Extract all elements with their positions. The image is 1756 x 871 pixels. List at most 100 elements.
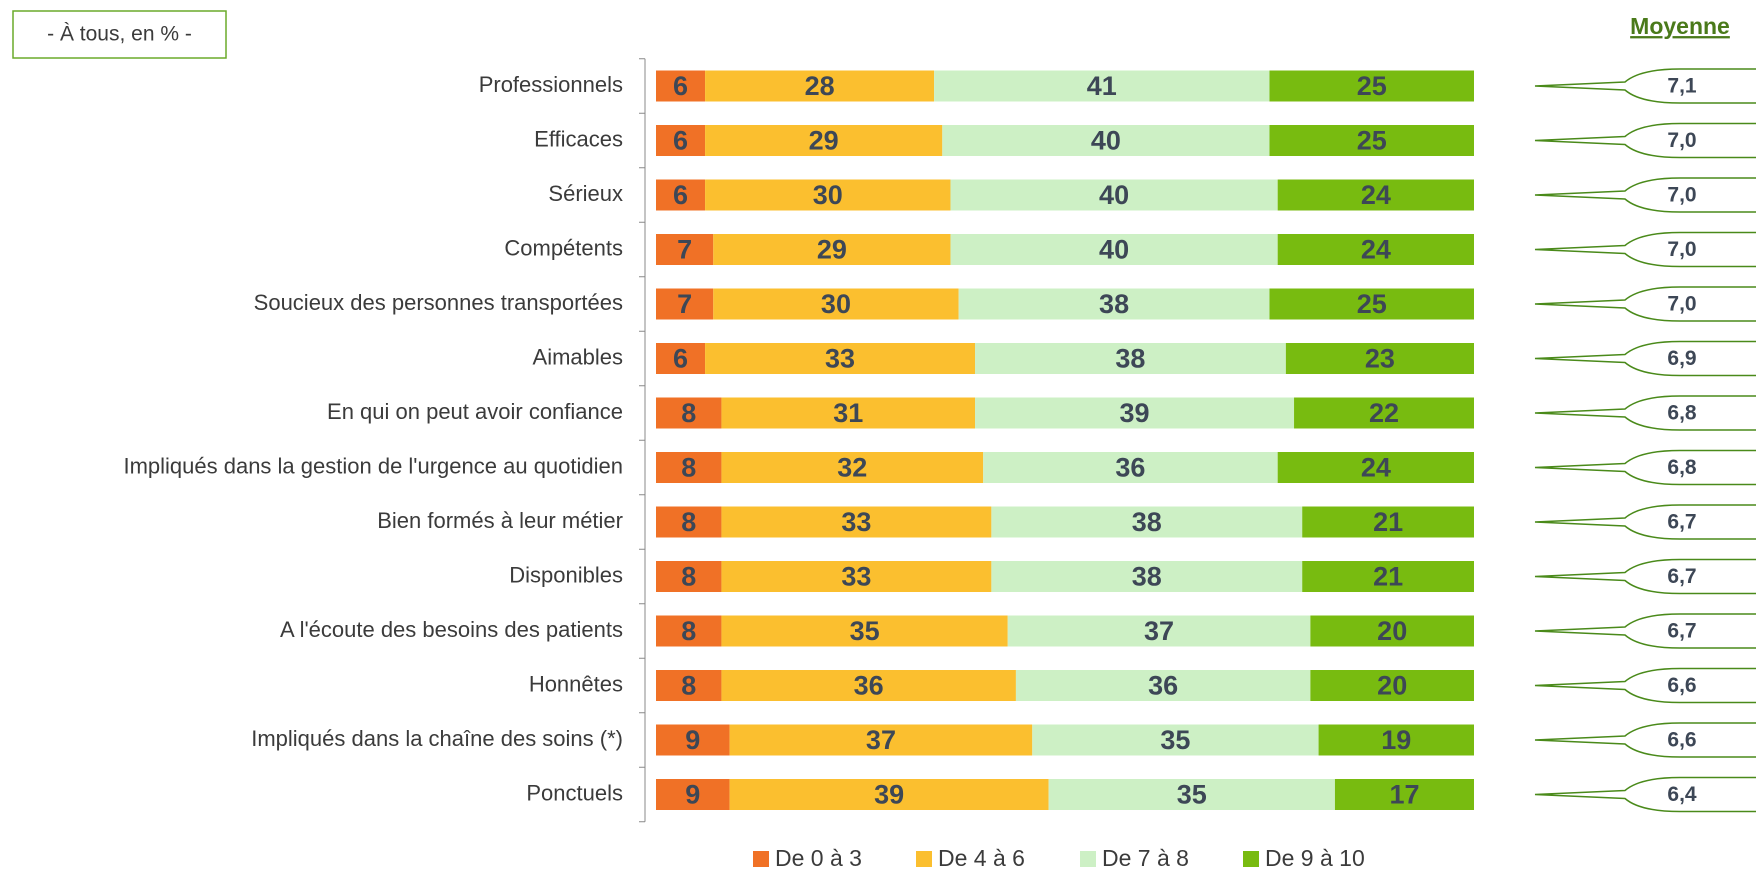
data-label: 24 bbox=[1361, 453, 1391, 483]
mean-label: 6,6 bbox=[1667, 729, 1696, 752]
mean-label: 6,4 bbox=[1667, 783, 1697, 806]
mean-label: 7,1 bbox=[1667, 75, 1697, 98]
data-label: 35 bbox=[1177, 780, 1207, 810]
data-label: 30 bbox=[813, 180, 843, 210]
bar-segment bbox=[656, 506, 722, 538]
bar-segment bbox=[1334, 779, 1474, 810]
bar-segment bbox=[1269, 288, 1474, 320]
legend-label: De 7 à 8 bbox=[1102, 845, 1189, 871]
mean-callout bbox=[1534, 722, 1756, 758]
data-label: 36 bbox=[1115, 453, 1145, 483]
bar-segment bbox=[1294, 397, 1474, 429]
bar-segment bbox=[713, 234, 951, 265]
data-label: 25 bbox=[1357, 126, 1387, 156]
legend-swatch bbox=[1243, 851, 1259, 867]
bar-segment bbox=[705, 343, 976, 374]
data-label: 6 bbox=[673, 344, 688, 374]
legend-swatch bbox=[916, 851, 932, 867]
data-label: 21 bbox=[1373, 507, 1403, 537]
bar-segment bbox=[1310, 670, 1474, 701]
category-label: Honnêtes bbox=[529, 671, 623, 696]
bar-segment bbox=[1269, 70, 1474, 102]
legend-label: De 0 à 3 bbox=[775, 845, 862, 871]
category-label: Bien formés à leur métier bbox=[377, 508, 623, 533]
bar-segment bbox=[1015, 670, 1311, 701]
data-label: 29 bbox=[817, 235, 847, 265]
subtitle-box bbox=[12, 10, 227, 59]
category-label: Soucieux des personnes transportées bbox=[254, 290, 623, 315]
bar-segment bbox=[656, 615, 722, 647]
legend-label: De 9 à 10 bbox=[1265, 845, 1365, 871]
data-label: 33 bbox=[841, 507, 871, 537]
data-label: 33 bbox=[825, 344, 855, 374]
mean-label: 6,8 bbox=[1667, 402, 1697, 425]
mean-callout bbox=[1534, 395, 1756, 431]
mean-label: 6,7 bbox=[1667, 565, 1696, 588]
bar-segment bbox=[721, 670, 1016, 701]
mean-callout bbox=[1534, 286, 1756, 322]
data-label: 38 bbox=[1132, 562, 1162, 592]
category-label: Impliqués dans la chaîne des soins (*) bbox=[251, 726, 623, 751]
mean-callout bbox=[1534, 558, 1756, 595]
data-label: 40 bbox=[1099, 180, 1129, 210]
category-label: Aimables bbox=[533, 344, 623, 369]
mean-label: 6,7 bbox=[1667, 620, 1696, 643]
bar-segment bbox=[1277, 234, 1474, 265]
bar-segment bbox=[656, 343, 706, 374]
data-label: 25 bbox=[1357, 289, 1387, 319]
category-label: Disponibles bbox=[509, 562, 623, 587]
data-label: 6 bbox=[673, 71, 688, 101]
bar-segment bbox=[975, 397, 1295, 429]
bar-segment bbox=[656, 288, 714, 320]
bar-segment bbox=[721, 615, 1008, 647]
data-label: 38 bbox=[1132, 507, 1162, 537]
bar-segment bbox=[1277, 179, 1474, 211]
mean-label: 7,0 bbox=[1667, 129, 1696, 152]
data-label: 9 bbox=[685, 780, 700, 810]
bar-segment bbox=[1302, 561, 1474, 592]
category-label: Ponctuels bbox=[526, 780, 623, 805]
mean-callout bbox=[1534, 613, 1756, 649]
bar-segment bbox=[656, 70, 706, 102]
data-label: 28 bbox=[805, 71, 835, 101]
data-label: 37 bbox=[866, 725, 896, 755]
data-label: 37 bbox=[1144, 616, 1174, 646]
bar-segment bbox=[705, 125, 943, 156]
data-label: 38 bbox=[1099, 289, 1129, 319]
category-label: En qui on peut avoir confiance bbox=[327, 399, 623, 424]
legend-swatch bbox=[753, 851, 769, 867]
bar-segment bbox=[1277, 452, 1474, 483]
subtitle: - À tous, en % - bbox=[47, 23, 192, 46]
data-label: 21 bbox=[1373, 562, 1403, 592]
bar-segment bbox=[975, 343, 1286, 374]
data-label: 6 bbox=[673, 126, 688, 156]
category-label: Sérieux bbox=[548, 181, 623, 206]
data-label: 22 bbox=[1369, 398, 1399, 428]
mean-label: 7,0 bbox=[1667, 293, 1696, 316]
data-label: 8 bbox=[681, 562, 696, 592]
bar-segment bbox=[1302, 506, 1474, 538]
bar-segment bbox=[656, 234, 714, 265]
bar-segment bbox=[721, 506, 992, 538]
data-label: 33 bbox=[841, 562, 871, 592]
bar-segment bbox=[705, 179, 951, 211]
bar-segment bbox=[1007, 615, 1311, 647]
data-label: 8 bbox=[681, 507, 696, 537]
legend-swatch bbox=[1080, 851, 1096, 867]
bar-segment bbox=[656, 779, 730, 810]
bar-segment bbox=[1310, 615, 1474, 647]
data-label: 19 bbox=[1381, 725, 1411, 755]
data-label: 32 bbox=[837, 453, 867, 483]
mean-callout bbox=[1534, 231, 1756, 268]
mean-callout bbox=[1534, 177, 1756, 213]
bar-segment bbox=[991, 506, 1303, 538]
bar-segment bbox=[991, 561, 1303, 592]
data-label: 20 bbox=[1377, 616, 1407, 646]
data-label: 40 bbox=[1091, 126, 1121, 156]
category-label: Efficaces bbox=[534, 126, 623, 151]
data-label: 39 bbox=[1120, 398, 1150, 428]
bar-segment bbox=[1048, 779, 1335, 810]
data-label: 8 bbox=[681, 453, 696, 483]
data-label: 6 bbox=[673, 180, 688, 210]
